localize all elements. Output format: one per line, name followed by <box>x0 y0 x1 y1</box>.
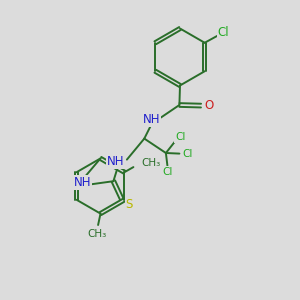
Text: NH: NH <box>74 176 92 189</box>
Text: CH₃: CH₃ <box>88 229 107 239</box>
Text: NH: NH <box>107 154 124 168</box>
Text: CH₃: CH₃ <box>142 158 161 168</box>
Text: Cl: Cl <box>162 167 172 177</box>
Text: Cl: Cl <box>182 148 193 159</box>
Text: S: S <box>126 198 133 211</box>
Text: NH: NH <box>143 112 160 126</box>
Text: O: O <box>205 99 214 112</box>
Text: Cl: Cl <box>218 26 229 39</box>
Text: Cl: Cl <box>175 132 185 142</box>
